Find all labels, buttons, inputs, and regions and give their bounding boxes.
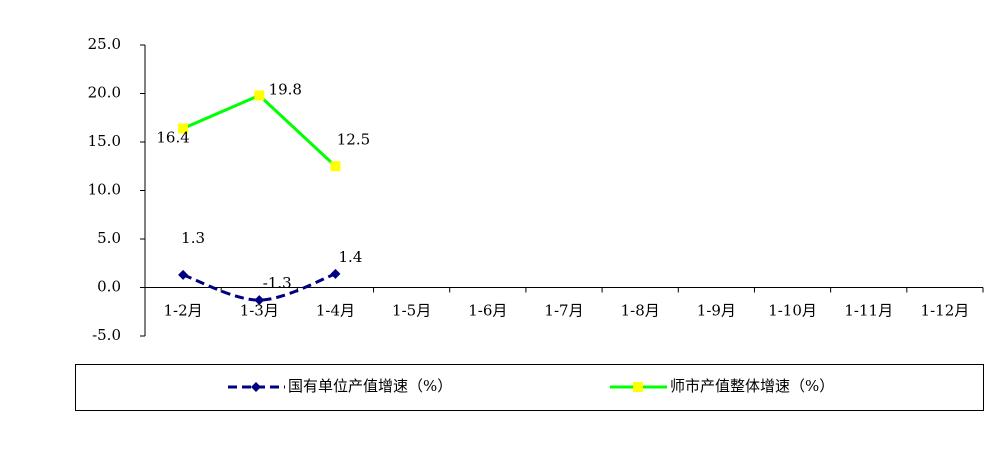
series-line [182, 272, 336, 302]
legend-label: 师市产值整体增速（%） [670, 377, 834, 395]
marker [330, 268, 341, 279]
x-tick-label: 1-5月 [392, 302, 431, 320]
marker [178, 123, 189, 134]
x-tick-label: 1-4月 [316, 302, 355, 320]
y-tick-label: 10.0 [88, 181, 121, 199]
marker [254, 295, 265, 306]
legend-marker [633, 382, 643, 392]
data-label: 12.5 [337, 130, 370, 148]
series-line [182, 93, 337, 168]
x-tick-label: 1-7月 [544, 302, 583, 320]
data-label: -1.3 [263, 274, 292, 292]
y-tick-label: 15.0 [88, 132, 121, 150]
data-label: 16.4 [156, 128, 189, 146]
data-label: 1.3 [181, 229, 205, 247]
marker [178, 269, 189, 280]
x-tick-label: 1-8月 [621, 302, 660, 320]
x-tick-label: 1-3月 [240, 302, 279, 320]
data-label: 19.8 [269, 80, 302, 98]
y-tick-label: 0.0 [97, 278, 121, 296]
legend-label: 国有单位产值增速（%） [288, 377, 452, 395]
marker [330, 161, 341, 172]
y-tick-label: 5.0 [97, 229, 121, 247]
legend-box [75, 364, 984, 411]
y-tick-label: -5.0 [92, 326, 121, 344]
x-tick-label: 1-9月 [697, 302, 736, 320]
marker [254, 90, 265, 101]
y-tick-label: 20.0 [88, 84, 121, 102]
x-tick-label: 1-12月 [921, 302, 970, 320]
data-label: 1.4 [339, 248, 363, 266]
x-tick-label: 1-6月 [468, 302, 507, 320]
x-tick-label: 1-10月 [768, 302, 817, 320]
x-tick-label: 1-2月 [164, 302, 203, 320]
x-tick-label: 1-11月 [844, 302, 893, 320]
legend-marker [251, 382, 261, 392]
y-tick-label: 25.0 [88, 35, 121, 53]
